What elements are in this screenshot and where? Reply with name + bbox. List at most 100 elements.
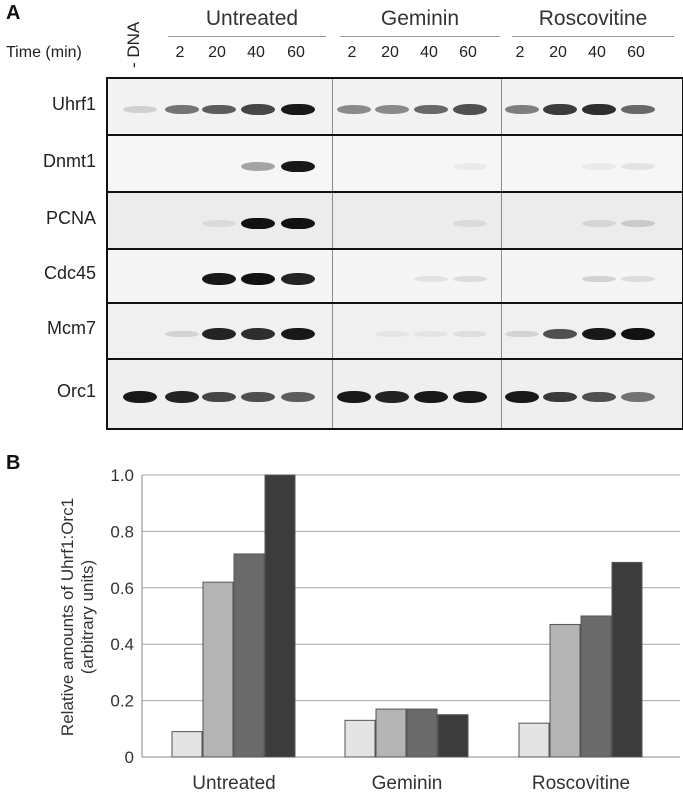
band-orc1-lane-3 (241, 391, 275, 403)
no-dna-header: - DNA (124, 6, 154, 68)
bar-roscovitine-0 (518, 722, 550, 758)
lane-group-separator (332, 79, 333, 134)
bar-untreated-2 (233, 553, 265, 758)
band-mcm7-lane-8 (453, 330, 487, 338)
band-orc1-lane-10 (543, 391, 577, 403)
row-label-cdc45: Cdc45 (43, 263, 96, 283)
bar-untreated-1 (202, 581, 234, 758)
bar-untreated-0 (171, 731, 203, 758)
bar-geminin-0 (344, 719, 376, 758)
lane-number-roscovitine-2: 2 (515, 44, 525, 61)
blot-row-uhrf1 (106, 77, 683, 136)
band-pcna-lane-8 (453, 220, 487, 227)
band-pcna-lane-11 (582, 220, 616, 227)
band-orc1-lane-12 (621, 392, 655, 402)
lane-group-separator (332, 304, 333, 358)
band-uhrf1-lane-5 (337, 105, 371, 114)
band-mcm7-lane-9 (505, 330, 539, 338)
lane-number-geminin-20: 20 (381, 44, 399, 61)
band-orc1-lane-5 (337, 391, 371, 403)
blot-row-pcna (106, 191, 683, 250)
lane-group-separator (501, 193, 502, 248)
band-mcm7-lane-1 (165, 330, 199, 338)
lane-number-geminin-2: 2 (347, 44, 357, 61)
time-axis-label: Time (min) (6, 44, 82, 61)
band-uhrf1-lane-0 (123, 106, 157, 113)
band-cdc45-lane-11 (582, 275, 616, 283)
band-orc1-lane-8 (453, 391, 487, 403)
band-cdc45-lane-4 (281, 273, 315, 285)
group-underline-geminin (340, 36, 500, 37)
lane-group-separator (332, 193, 333, 248)
band-uhrf1-lane-9 (505, 105, 539, 114)
band-pcna-lane-4 (281, 217, 315, 230)
band-cdc45-lane-3 (241, 273, 275, 285)
blot-row-dnmt1 (106, 134, 683, 193)
band-orc1-lane-6 (375, 391, 409, 403)
lane-group-separator (501, 360, 502, 428)
band-pcna-lane-3 (241, 217, 275, 230)
band-mcm7-lane-11 (582, 328, 616, 340)
band-dnmt1-lane-12 (621, 163, 655, 170)
band-cdc45-lane-2 (202, 273, 236, 285)
y-tick-label-0: 0 (125, 748, 134, 767)
y-tick-label-0.2: 0.2 (110, 692, 134, 711)
no-dna-label: - DNA (124, 21, 143, 68)
bar-untreated-3 (264, 474, 296, 758)
bar-geminin-3 (437, 714, 469, 758)
band-orc1-lane-7 (414, 391, 448, 403)
group-underline-roscovitine (512, 36, 674, 37)
blot-row-cdc45 (106, 248, 683, 304)
y-tick-label-1.0: 1.0 (110, 466, 134, 485)
row-label-mcm7: Mcm7 (47, 318, 96, 338)
lane-number-untreated-20: 20 (208, 44, 226, 61)
y-tick-label-0.4: 0.4 (110, 635, 134, 654)
row-label-orc1: Orc1 (56, 381, 96, 401)
band-orc1-lane-11 (582, 391, 616, 403)
band-uhrf1-lane-2 (202, 104, 236, 115)
row-label-dnmt1: Dnmt1 (42, 150, 96, 171)
band-mcm7-lane-6 (375, 330, 409, 338)
band-dnmt1-lane-8 (453, 163, 487, 170)
lane-group-separator (501, 79, 502, 134)
bar-geminin-2 (406, 708, 438, 758)
lane-number-geminin-60: 60 (459, 44, 477, 61)
band-uhrf1-lane-10 (543, 104, 577, 115)
lane-number-roscovitine-60: 60 (627, 44, 645, 61)
row-label-uhrf1: Uhrf1 (51, 93, 96, 114)
lane-group-separator (332, 360, 333, 428)
x-category-label-roscovitine: Roscovitine (532, 773, 630, 794)
bar-roscovitine-2 (580, 615, 612, 758)
band-orc1-lane-4 (281, 392, 315, 402)
lane-number-untreated-60: 60 (287, 44, 305, 61)
group-header-roscovitine: Roscovitine (538, 7, 648, 30)
band-uhrf1-lane-4 (281, 103, 315, 116)
band-pcna-lane-12 (621, 220, 655, 227)
band-pcna-lane-2 (202, 220, 236, 227)
band-mcm7-lane-10 (543, 328, 577, 340)
panel-b-label: B (6, 452, 21, 474)
band-uhrf1-lane-3 (241, 104, 275, 115)
y-tick-label-0.8: 0.8 (110, 522, 134, 541)
lane-number-untreated-40: 40 (247, 44, 265, 61)
band-dnmt1-lane-4 (281, 160, 315, 173)
band-uhrf1-lane-11 (582, 103, 616, 116)
lane-group-separator (332, 136, 333, 191)
band-mcm7-lane-7 (414, 330, 448, 338)
bar-chart: 0 0.2 0.4 0.6 0.8 1.0 Untreated Geminin Roscovit… (0, 440, 683, 796)
band-uhrf1-lane-6 (375, 105, 409, 114)
group-header-geminin: Geminin (380, 7, 460, 30)
lane-number-untreated-2: 2 (175, 44, 185, 61)
band-cdc45-lane-12 (621, 275, 655, 283)
group-underline-untreated (168, 36, 326, 37)
y-tick-label-0.6: 0.6 (110, 579, 134, 598)
bar-geminin-1 (375, 708, 407, 758)
blot-row-orc1 (106, 358, 683, 430)
band-mcm7-lane-2 (202, 328, 236, 340)
lane-number-roscovitine-20: 20 (549, 44, 567, 61)
band-mcm7-lane-4 (281, 328, 315, 340)
band-cdc45-lane-7 (414, 275, 448, 283)
band-orc1-lane-9 (505, 391, 539, 403)
row-label-pcna: PCNA (45, 207, 96, 228)
band-uhrf1-lane-1 (165, 104, 199, 115)
